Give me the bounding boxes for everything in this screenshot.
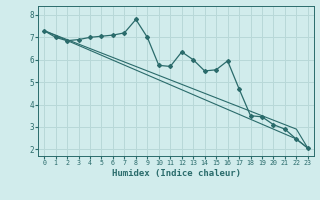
X-axis label: Humidex (Indice chaleur): Humidex (Indice chaleur) bbox=[111, 169, 241, 178]
